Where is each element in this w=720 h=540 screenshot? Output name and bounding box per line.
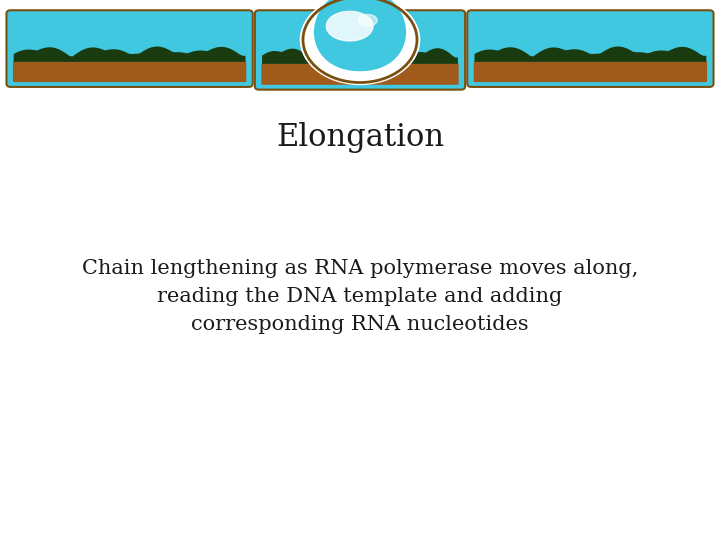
Polygon shape	[262, 48, 458, 64]
Polygon shape	[14, 46, 246, 62]
Polygon shape	[326, 11, 373, 41]
FancyBboxPatch shape	[255, 10, 465, 90]
Polygon shape	[315, 0, 405, 71]
Text: Chain lengthening as RNA polymerase moves along,
reading the DNA template and ad: Chain lengthening as RNA polymerase move…	[82, 259, 638, 334]
Circle shape	[300, 0, 420, 84]
FancyBboxPatch shape	[261, 63, 459, 85]
Text: Elongation: Elongation	[276, 122, 444, 153]
Polygon shape	[474, 46, 706, 62]
FancyBboxPatch shape	[467, 10, 714, 87]
FancyBboxPatch shape	[13, 62, 246, 82]
FancyBboxPatch shape	[474, 62, 707, 82]
FancyBboxPatch shape	[6, 10, 253, 87]
Polygon shape	[359, 15, 377, 26]
